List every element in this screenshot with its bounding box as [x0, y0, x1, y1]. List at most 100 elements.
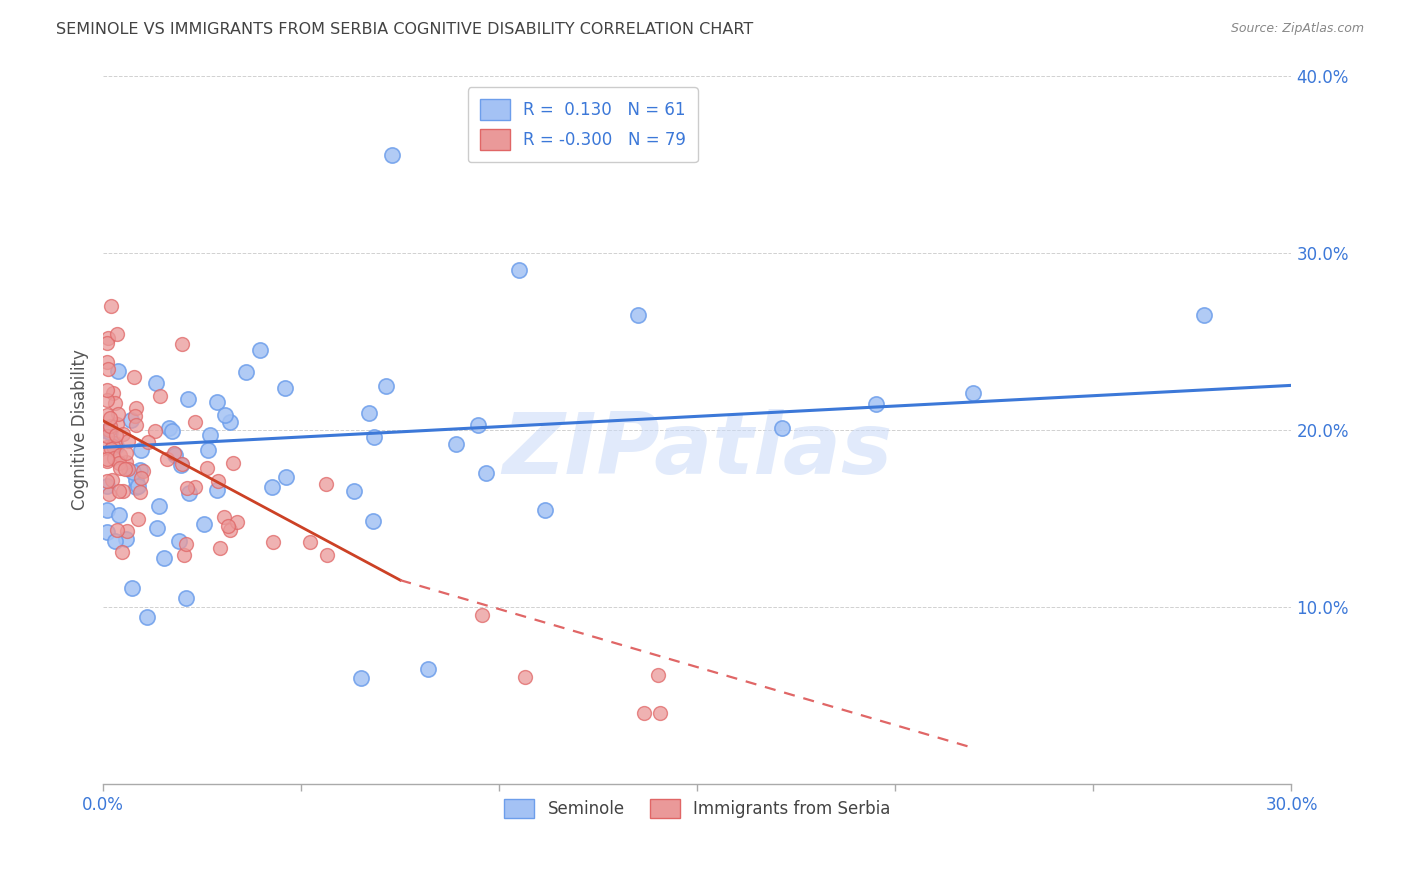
Point	[262, 479, 284, 493]
Point	[165, 448, 187, 462]
Point	[96, 475, 118, 489]
Point	[96, 454, 118, 468]
Point	[96, 384, 118, 398]
Point	[111, 545, 134, 559]
Point	[170, 458, 193, 472]
Point	[111, 427, 134, 442]
Point	[121, 581, 143, 595]
Point	[96, 408, 118, 422]
Point	[200, 428, 222, 442]
Point	[96, 479, 118, 493]
Point	[101, 473, 124, 487]
Point	[214, 408, 236, 422]
Point	[865, 397, 887, 411]
Point	[96, 335, 118, 350]
Point	[359, 406, 381, 420]
Point	[962, 385, 984, 400]
Point	[108, 508, 131, 522]
Point	[96, 429, 118, 443]
Point	[122, 465, 145, 479]
Point	[627, 308, 650, 322]
Point	[374, 379, 396, 393]
Point	[104, 396, 127, 410]
Point	[96, 440, 118, 454]
Point	[125, 401, 148, 416]
Y-axis label: Cognitive Disability: Cognitive Disability	[72, 349, 89, 510]
Point	[315, 477, 337, 491]
Point	[176, 481, 198, 495]
Point	[208, 541, 231, 555]
Point	[222, 456, 245, 470]
Point	[125, 418, 148, 433]
Point	[108, 456, 131, 470]
Point	[125, 473, 148, 487]
Point	[101, 439, 124, 453]
Point	[98, 411, 121, 425]
Point	[163, 446, 186, 460]
Point	[107, 523, 129, 537]
Point	[129, 443, 152, 458]
Point	[156, 451, 179, 466]
Point	[145, 376, 167, 390]
Point	[647, 667, 669, 681]
Point	[633, 706, 655, 720]
Point	[770, 421, 793, 435]
Point	[349, 671, 371, 685]
Point	[207, 483, 229, 497]
Point	[104, 436, 127, 450]
Point	[98, 425, 121, 439]
Point	[212, 509, 235, 524]
Point	[103, 386, 125, 401]
Point	[276, 469, 298, 483]
Point	[179, 486, 201, 500]
Point	[100, 442, 122, 456]
Point	[146, 521, 169, 535]
Point	[115, 445, 138, 459]
Point	[96, 524, 118, 539]
Point	[115, 524, 138, 538]
Point	[197, 442, 219, 457]
Point	[127, 511, 149, 525]
Point	[508, 263, 530, 277]
Point	[128, 484, 150, 499]
Point	[143, 425, 166, 439]
Point	[96, 503, 118, 517]
Point	[273, 381, 295, 395]
Point	[157, 420, 180, 434]
Point	[103, 534, 125, 549]
Text: SEMINOLE VS IMMIGRANTS FROM SERBIA COGNITIVE DISABILITY CORRELATION CHART: SEMINOLE VS IMMIGRANTS FROM SERBIA COGNI…	[56, 22, 754, 37]
Point	[173, 549, 195, 563]
Text: ZIPatlas: ZIPatlas	[502, 409, 893, 492]
Point	[648, 706, 671, 720]
Point	[97, 331, 120, 345]
Point	[416, 662, 439, 676]
Point	[104, 439, 127, 453]
Point	[217, 519, 239, 533]
Point	[174, 536, 197, 550]
Point	[103, 451, 125, 466]
Point	[153, 550, 176, 565]
Point	[262, 535, 284, 549]
Point	[129, 471, 152, 485]
Point	[108, 460, 131, 475]
Point	[207, 474, 229, 488]
Point	[100, 299, 122, 313]
Point	[249, 343, 271, 357]
Point	[114, 462, 136, 476]
Point	[475, 466, 498, 480]
Point	[114, 455, 136, 469]
Point	[107, 407, 129, 421]
Point	[120, 412, 142, 426]
Point	[107, 364, 129, 378]
Point	[135, 610, 157, 624]
Point	[98, 486, 121, 500]
Point	[125, 480, 148, 494]
Point	[235, 365, 257, 379]
Point	[471, 607, 494, 622]
Point	[138, 435, 160, 450]
Point	[184, 415, 207, 429]
Point	[513, 670, 536, 684]
Point	[205, 394, 228, 409]
Point	[97, 361, 120, 376]
Point	[104, 427, 127, 442]
